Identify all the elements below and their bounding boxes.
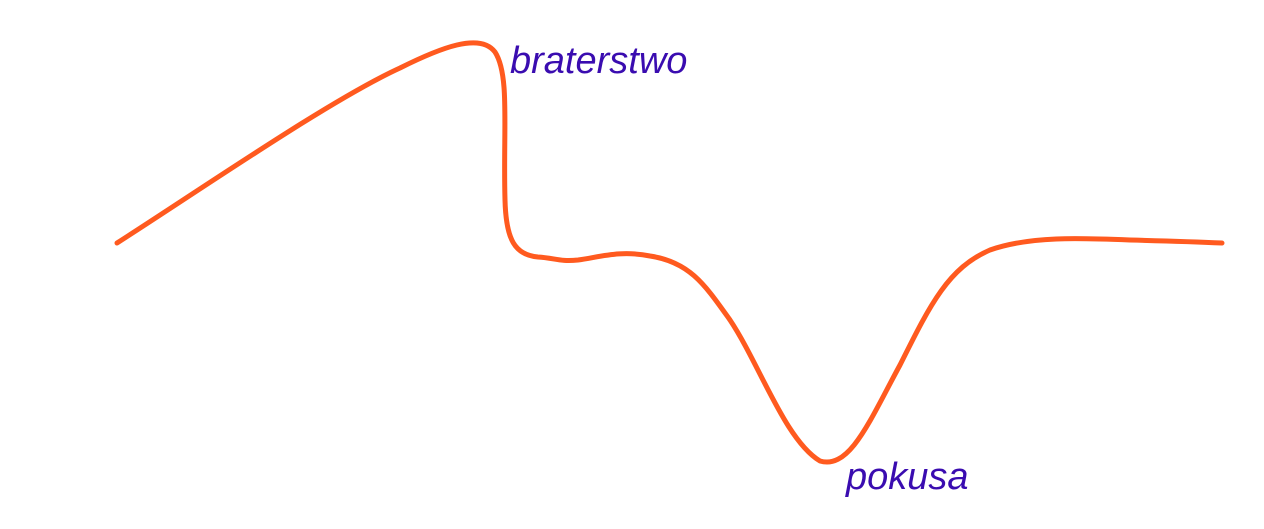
peak-label: braterstwo — [510, 40, 688, 82]
emotional-arc-curve — [114, 40, 1225, 465]
trough-label: pokusa — [846, 456, 969, 498]
